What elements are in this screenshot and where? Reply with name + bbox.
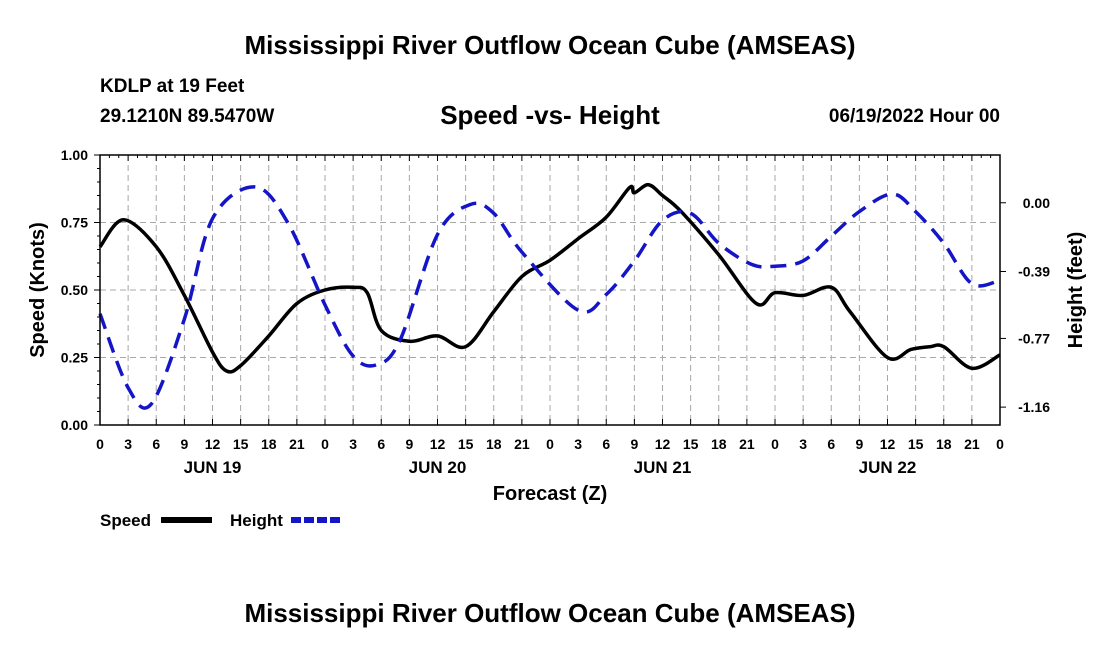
- x-tick-label: 15: [908, 436, 924, 452]
- y2-axis-title: Height (feet): [1065, 232, 1087, 349]
- y-tick-label: 0.50: [61, 282, 88, 298]
- date-label: JUN 22: [859, 458, 917, 477]
- y-axis-title: Speed (Knots): [27, 222, 49, 358]
- x-tick-label: 9: [855, 436, 863, 452]
- x-tick-label: 12: [880, 436, 896, 452]
- x-tick-label: 21: [739, 436, 755, 452]
- x-tick-label: 15: [233, 436, 249, 452]
- x-tick-label: 3: [574, 436, 582, 452]
- x-tick-label: 6: [602, 436, 610, 452]
- x-tick-label: 3: [124, 436, 132, 452]
- forecast-datetime: 06/19/2022 Hour 00: [828, 106, 1000, 127]
- x-tick-label: 15: [683, 436, 699, 452]
- y-tick-label: 1.00: [61, 147, 88, 163]
- chart-subtitle: Speed -vs- Height: [440, 100, 660, 130]
- y-tick-label: 0.75: [61, 215, 88, 231]
- legend-label-speed: Speed: [100, 511, 151, 530]
- y2-tick-label: -0.39: [1018, 263, 1050, 279]
- date-label: JUN 20: [409, 458, 467, 477]
- x-tick-label: 18: [261, 436, 277, 452]
- coordinates-label: 29.1210N 89.5470W: [100, 106, 275, 127]
- y-tick-label: 0.00: [61, 417, 88, 433]
- x-tick-label: 18: [936, 436, 952, 452]
- axes: [94, 154, 1006, 426]
- x-tick-label: 6: [377, 436, 385, 452]
- speed-series-line: [98, 182, 1001, 374]
- footer-title: Mississippi River Outflow Ocean Cube (AM…: [244, 598, 856, 628]
- date-label: JUN 21: [634, 458, 692, 477]
- x-tick-label: 0: [546, 436, 554, 452]
- x-tick-label: 9: [180, 436, 188, 452]
- x-tick-label: 18: [486, 436, 502, 452]
- x-tick-label: 6: [152, 436, 160, 452]
- y2-tick-label: 0.00: [1023, 195, 1050, 211]
- y2-tick-label: -1.16: [1018, 399, 1050, 415]
- x-tick-label: 0: [96, 436, 104, 452]
- x-tick-label: 9: [630, 436, 638, 452]
- x-tick-label: 6: [827, 436, 835, 452]
- x-axis-title: Forecast (Z): [493, 483, 607, 505]
- x-tick-label: 15: [458, 436, 474, 452]
- height-series-line: [98, 185, 1001, 410]
- x-tick-label: 3: [799, 436, 807, 452]
- speed-height-chart: 0 3 6 9 12 15 18 21 0 3 6 9 12 15 18 21 0 3 6 9 12 15 18 21 0 3 6 9…: [27, 147, 1087, 530]
- series-layer: [98, 182, 1001, 410]
- station-label: KDLP at 19 Feet: [100, 76, 245, 97]
- date-label: JUN 19: [184, 458, 242, 477]
- legend-label-height: Height: [230, 511, 283, 530]
- x-tick-label: 12: [655, 436, 671, 452]
- x-tick-label: 0: [771, 436, 779, 452]
- x-tick-label: 3: [349, 436, 357, 452]
- x-tick-label: 0: [321, 436, 329, 452]
- tick-labels: 0 3 6 9 12 15 18 21 0 3 6 9 12 15 18 21 0 3 6 9 12 15 18 21 0 3 6 9…: [61, 147, 1050, 477]
- x-tick-label: 9: [405, 436, 413, 452]
- x-tick-label: 0: [996, 436, 1004, 452]
- x-tick-label: 18: [711, 436, 727, 452]
- x-tick-label: 21: [964, 436, 980, 452]
- legend: Speed Height: [100, 511, 342, 530]
- x-tick-label: 12: [205, 436, 221, 452]
- x-tick-label: 21: [289, 436, 305, 452]
- y2-tick-label: -0.77: [1018, 330, 1050, 346]
- y-tick-label: 0.25: [61, 350, 88, 366]
- main-title: Mississippi River Outflow Ocean Cube (AM…: [244, 30, 856, 60]
- grid-lines: [100, 155, 1000, 425]
- x-tick-label: 12: [430, 436, 446, 452]
- x-tick-label: 21: [514, 436, 530, 452]
